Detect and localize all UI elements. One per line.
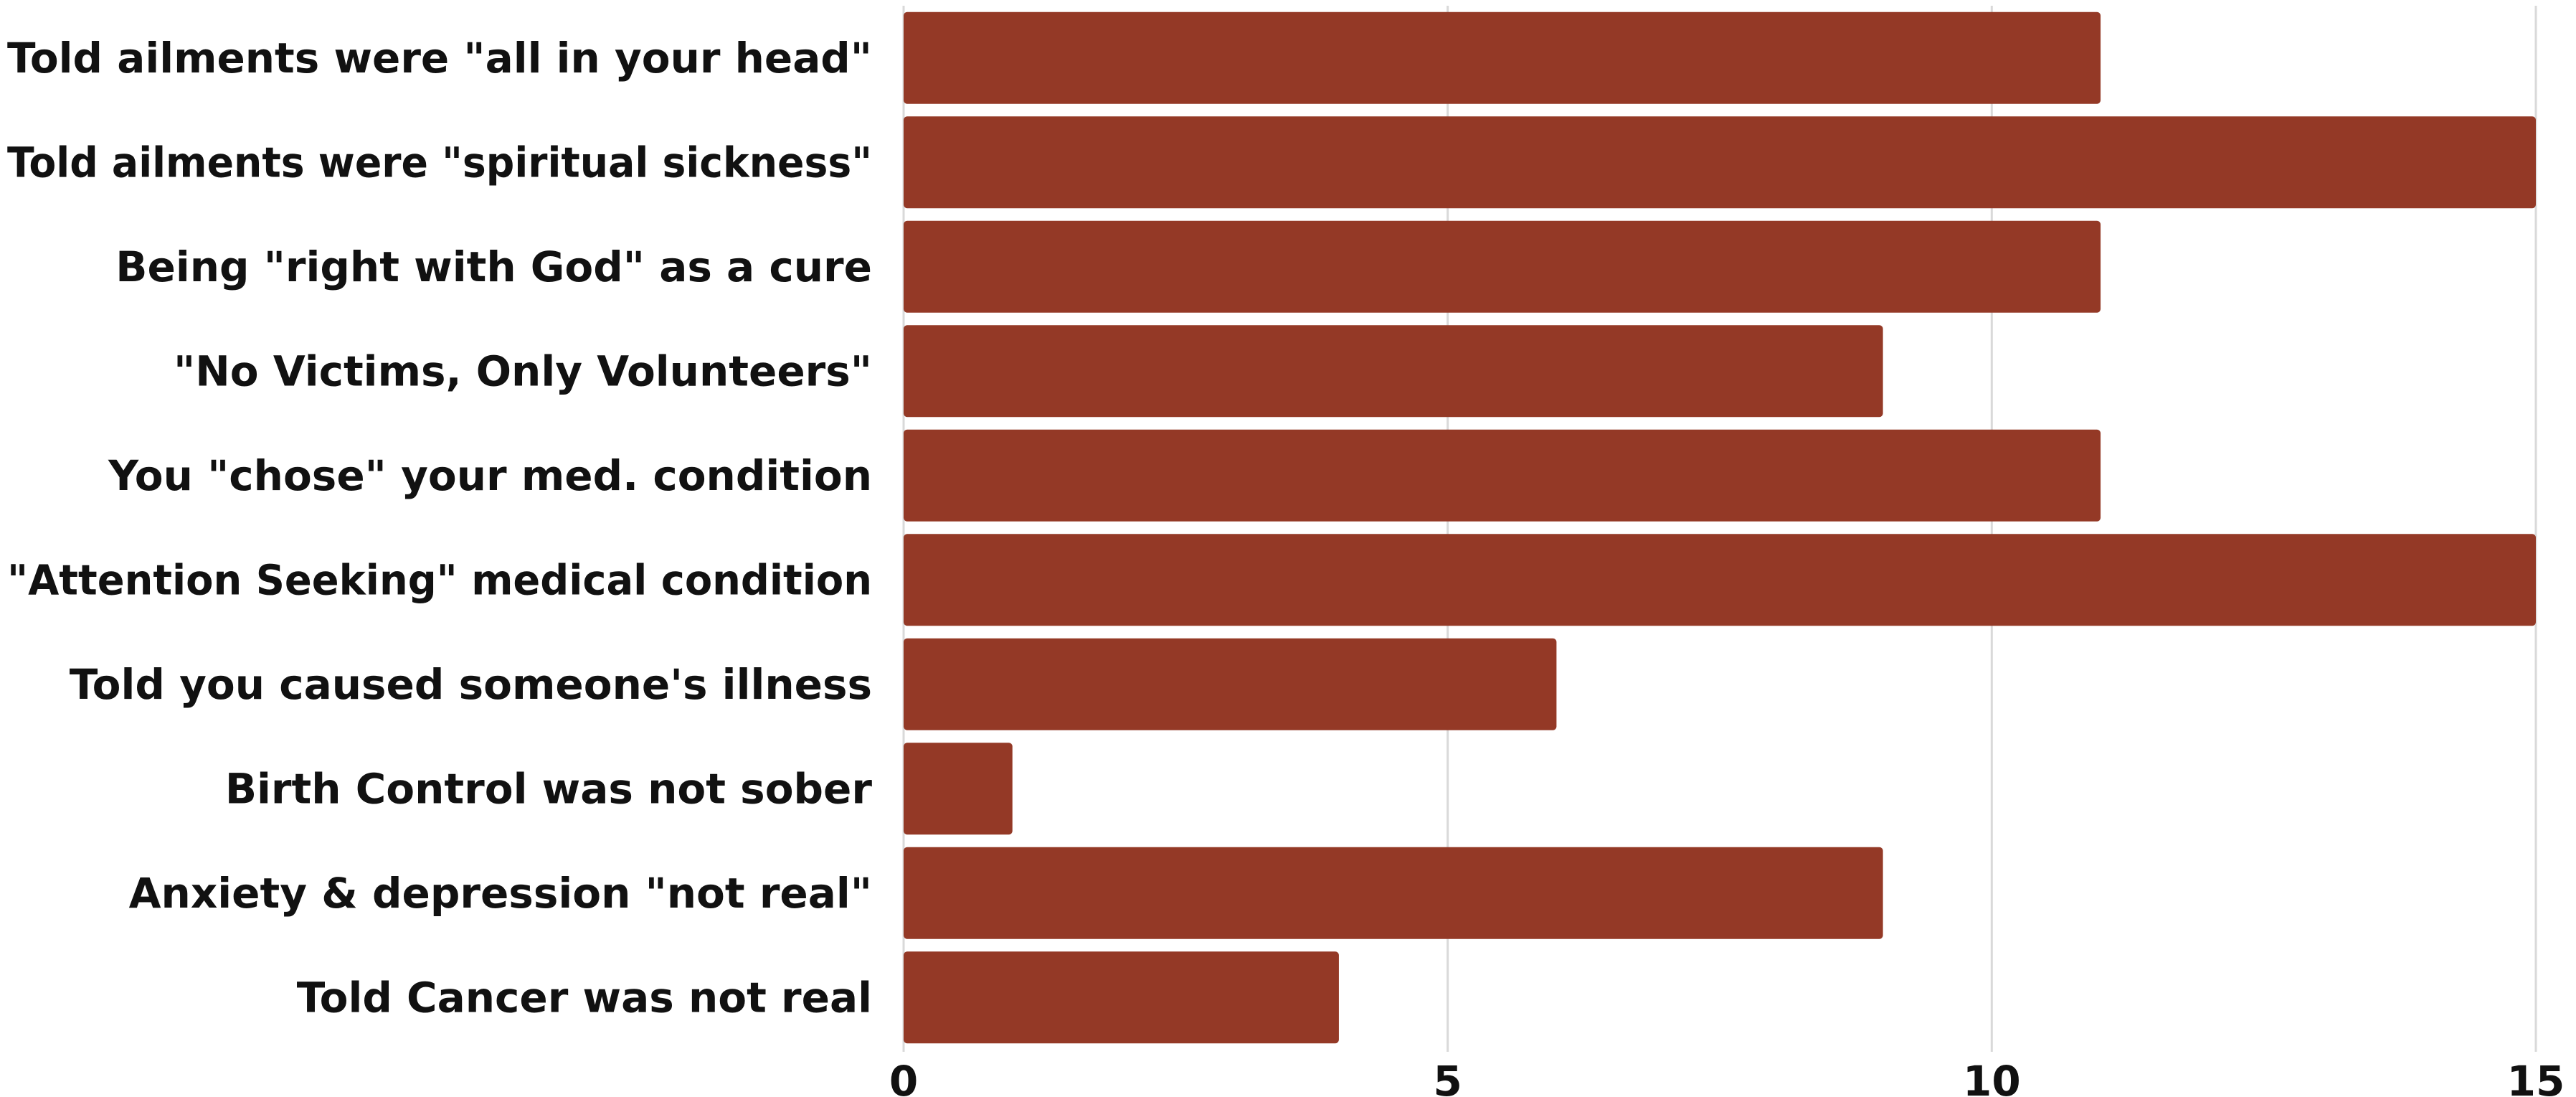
bar xyxy=(904,534,2536,626)
x-tick-label: 15 xyxy=(2507,1057,2565,1097)
bar xyxy=(904,429,2101,522)
x-tick-label: 0 xyxy=(889,1057,918,1097)
bar xyxy=(904,638,1557,730)
category-label: Anxiety & depression "not real" xyxy=(129,869,872,918)
category-label: Told ailments were "all in your head" xyxy=(7,34,872,83)
bar xyxy=(904,220,2101,313)
category-label: Told ailments were "spiritual sickness" xyxy=(7,138,872,187)
bar xyxy=(904,11,2101,104)
category-label: Told you caused someone's illness xyxy=(70,660,872,709)
x-tick-label: 10 xyxy=(1963,1057,2021,1097)
category-label: Birth Control was not sober xyxy=(225,764,873,813)
category-label: "Attention Seeking" medical condition xyxy=(7,555,872,604)
category-label: You "chose" your med. condition xyxy=(108,451,872,500)
x-tick-label: 5 xyxy=(1433,1057,1462,1097)
bar xyxy=(904,325,1883,418)
category-label: Being "right with God" as a cure xyxy=(115,243,872,291)
bar xyxy=(904,847,1883,939)
category-label-layer: Told ailments were "all in your head" Tol… xyxy=(7,34,872,1022)
bar xyxy=(904,743,1013,835)
category-label: Told Cancer was not real xyxy=(297,973,872,1022)
bar xyxy=(904,951,1339,1044)
x-tick-layer: 0 5 10 15 xyxy=(889,1057,2565,1097)
bar-layer xyxy=(904,11,2536,1044)
bar xyxy=(904,116,2536,209)
category-label: "No Victims, Only Volunteers" xyxy=(174,347,872,395)
